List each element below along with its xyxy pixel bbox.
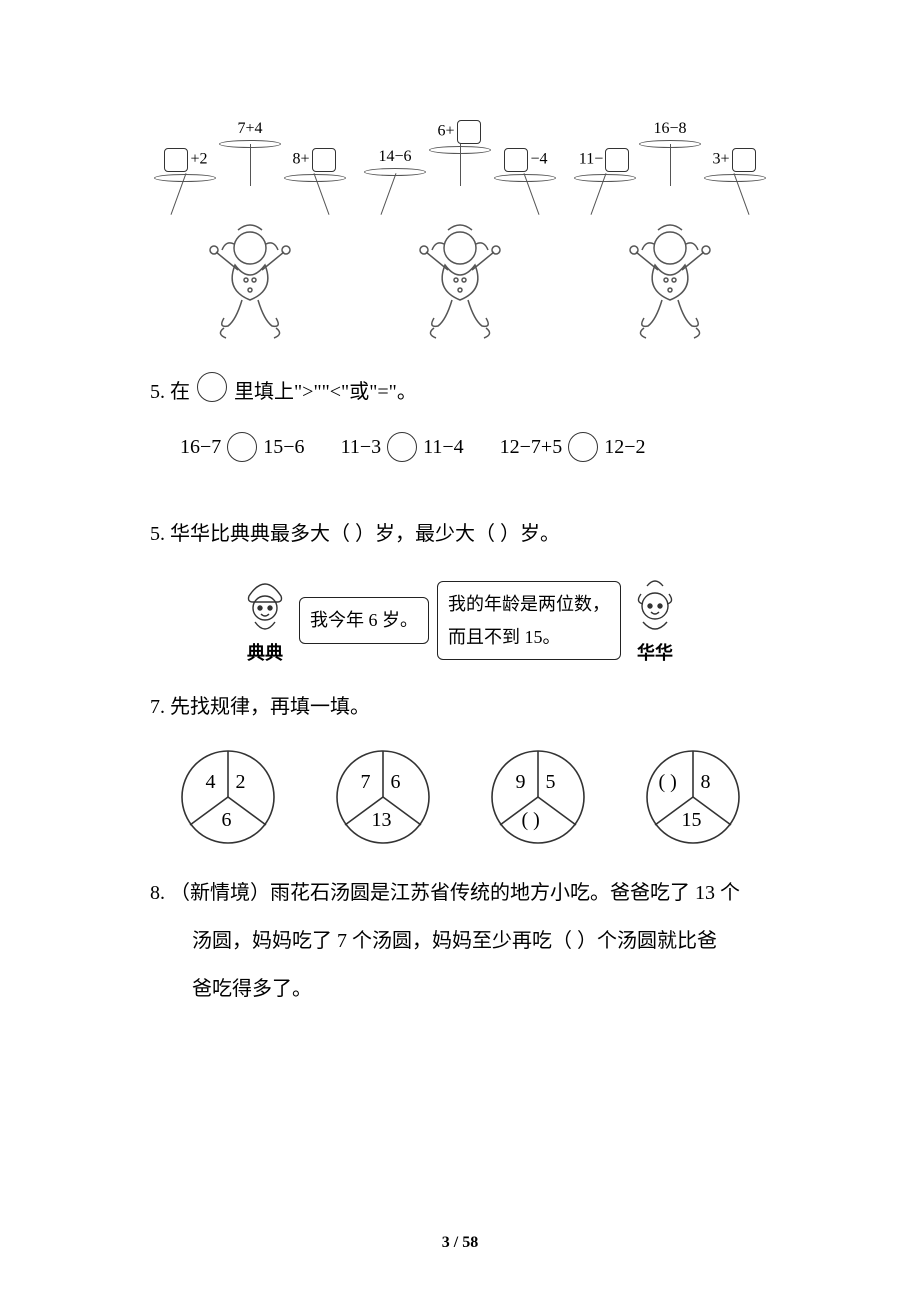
clown-2: 6+ 14−6 −4 <box>360 120 560 340</box>
char-left-name: 典典 <box>239 639 291 665</box>
expr-right-2: −4 <box>530 151 547 168</box>
q5a-after: 里填上">""<"或"="。 <box>234 381 417 403</box>
t1-b: 6 <box>222 809 232 832</box>
cmp3-l: 12−7+5 <box>500 436 563 459</box>
boy-icon <box>239 576 291 634</box>
expr-top-3: 16−8 <box>653 120 686 137</box>
blank-circle[interactable] <box>197 372 227 402</box>
t1-tr: 2 <box>236 771 246 794</box>
speech-right-2: 而且不到 15。 <box>448 621 610 653</box>
cmp1-l: 16−7 <box>180 436 221 459</box>
t1-tl: 4 <box>206 771 216 794</box>
t3-b[interactable]: ( ) <box>522 809 540 832</box>
blank-box[interactable] <box>457 120 481 144</box>
triples-row: 4 2 6 7 6 13 9 5 ( ) <box>150 747 770 847</box>
triple-3: 9 5 ( ) <box>488 747 588 847</box>
expr-left-3: 11− <box>579 151 603 168</box>
q8-num: 8. <box>150 882 165 904</box>
clown-icon <box>390 200 530 340</box>
q5b: 5. 华华比典典最多大（ ）岁，最少大（ ）岁。 <box>150 512 770 556</box>
t3-tr: 5 <box>546 771 556 794</box>
triple-4: ( ) 8 15 <box>643 747 743 847</box>
t2-tl: 7 <box>361 771 371 794</box>
q5b-num: 5. <box>150 523 165 545</box>
compare-1: 16−7 15−6 <box>180 432 305 462</box>
cmp3-r: 12−2 <box>604 436 645 459</box>
plate-left-2: 14−6 <box>360 148 430 176</box>
blank-circle[interactable] <box>387 432 417 462</box>
blank-box[interactable] <box>504 148 528 172</box>
compare-2: 11−3 11−4 <box>341 432 464 462</box>
blank-box[interactable] <box>312 148 336 172</box>
q7-num: 7. <box>150 696 165 718</box>
clown-1: 7+4 +2 8+ <box>150 120 350 340</box>
girl-icon <box>629 576 681 634</box>
speech-left: 我今年 6 岁。 <box>299 597 429 643</box>
q5a: 5. 在 里填上">""<"或"="。 <box>150 370 770 414</box>
expr-right-3: 3+ <box>712 151 729 168</box>
q5a-num: 5. <box>150 381 165 403</box>
blank-box[interactable] <box>605 148 629 172</box>
expr-top-2: 6+ <box>437 123 454 140</box>
blank-circle[interactable] <box>568 432 598 462</box>
speech-left-text: 我今年 6 岁。 <box>310 610 418 630</box>
char-left: 典典 <box>239 576 291 665</box>
char-right-name: 华华 <box>629 639 681 665</box>
cmp1-r: 15−6 <box>263 436 304 459</box>
q5a-before: 在 <box>170 381 190 403</box>
blank-circle[interactable] <box>227 432 257 462</box>
expr-left-1: +2 <box>190 151 207 168</box>
speech-right-1: 我的年龄是两位数， <box>448 588 610 620</box>
dialogue: 典典 我今年 6 岁。 我的年龄是两位数， 而且不到 15。 华华 <box>150 576 770 665</box>
t3-tl: 9 <box>516 771 526 794</box>
t2-b: 13 <box>372 809 392 832</box>
t2-tr: 6 <box>391 771 401 794</box>
clowns-row: 7+4 +2 8+ <box>150 120 770 340</box>
t4-b: 15 <box>682 809 702 832</box>
q5b-text: 华华比典典最多大（ ）岁，最少大（ ）岁。 <box>170 523 560 545</box>
t4-tr: 8 <box>701 771 711 794</box>
blank-box[interactable] <box>732 148 756 172</box>
triple-2: 7 6 13 <box>333 747 433 847</box>
expr-top-1: 7+4 <box>237 120 262 137</box>
expr-left-2: 14−6 <box>378 148 411 165</box>
clown-icon <box>180 200 320 340</box>
compare-row: 16−7 15−6 11−3 11−4 12−7+5 12−2 <box>150 432 770 462</box>
cmp2-l: 11−3 <box>341 436 382 459</box>
triple-1: 4 2 6 <box>178 747 278 847</box>
cmp2-r: 11−4 <box>423 436 464 459</box>
clown-icon <box>600 200 740 340</box>
page: 7+4 +2 8+ <box>0 0 920 1302</box>
q8: 8. （新情境）雨花石汤圆是江苏省传统的地方小吃。爸爸吃了 13 个 汤圆，妈妈… <box>150 869 770 1013</box>
q7: 7. 先找规律，再填一填。 <box>150 685 770 729</box>
char-right: 华华 <box>629 576 681 665</box>
q7-text: 先找规律，再填一填。 <box>170 696 370 718</box>
expr-right-1: 8+ <box>292 151 309 168</box>
clown-3: 16−8 11− 3+ <box>570 120 770 340</box>
q8-l1: （新情境）雨花石汤圆是江苏省传统的地方小吃。爸爸吃了 13 个 <box>170 882 740 904</box>
blank-box[interactable] <box>164 148 188 172</box>
q8-l3: 爸吃得多了。 <box>172 978 322 1000</box>
q8-l2: 汤圆，妈妈吃了 7 个汤圆，妈妈至少再吃（ ）个汤圆就比爸 <box>172 930 727 952</box>
page-footer: 3 / 58 <box>0 1234 920 1252</box>
compare-3: 12−7+5 12−2 <box>500 432 646 462</box>
speech-right: 我的年龄是两位数， 而且不到 15。 <box>437 581 621 660</box>
t4-tl[interactable]: ( ) <box>659 771 677 794</box>
